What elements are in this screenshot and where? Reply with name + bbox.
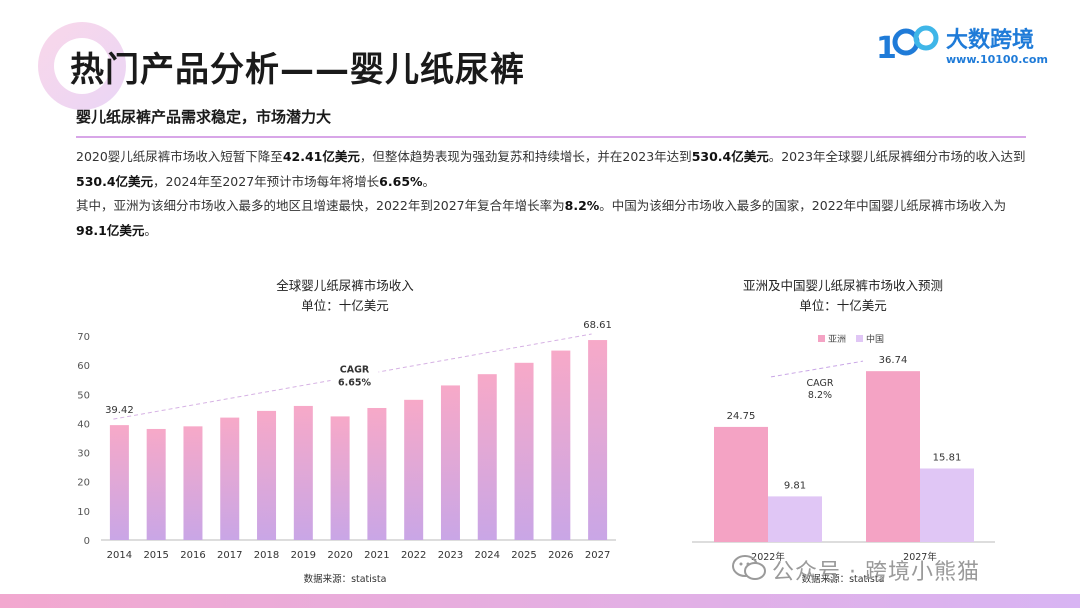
source-note: 数据来源：statista [802,573,885,585]
bar-2022 [404,399,424,540]
cagr-trend-line [113,333,592,420]
paragraph-2: 其中，亚洲为该细分市场收入最多的地区且增速最快，2022年到2027年复合年增长… [76,194,1036,243]
page-title: 热门产品分析——婴儿纸尿裤 [70,50,525,90]
bar-2018 [257,410,277,540]
y-tick-label: 40 [77,419,90,430]
text: 。中国为该细分市场收入最多的国家，2022年中国婴儿纸尿裤市场收入为 [599,198,1007,213]
legend-label: 亚洲 [828,334,846,345]
brand-logo: 1 大数跨境 www.10100.com [876,20,1056,72]
section-subtitle: 婴儿纸尿裤产品需求稳定，市场潜力大 [76,108,332,126]
text: 。2023年全球婴儿纸尿裤细分市场的收入达到 [768,149,1026,164]
cagr-label: CAGR [340,365,370,376]
x-tick-label: 2024 [475,550,500,561]
brand-url: www.10100.com [946,53,1048,66]
highlight: 98.1亿美元 [76,222,145,238]
x-tick-label: 2022年 [751,551,785,563]
data-label: 9.81 [784,480,806,491]
data-label: 24.75 [727,411,756,422]
bar-2026 [551,350,571,540]
title-decoration-inner [54,38,110,94]
chart-title: 全球婴儿纸尿裤市场收入 [276,278,414,293]
text: 2020婴儿纸尿裤市场收入短暂下降至 [76,149,283,164]
x-tick-label: 2017 [217,550,242,561]
x-tick-label: 2026 [548,550,573,561]
legend-swatch [856,335,863,342]
x-tick-label: 2025 [511,550,536,561]
text: 。 [422,173,436,189]
svg-text:1: 1 [876,31,897,66]
text: 其中，亚洲为该细分市场收入最多的地区且增速最快，2022年到2027年复合年增长… [76,198,565,213]
x-tick-label: 2022 [401,550,426,561]
data-label: 15.81 [933,452,962,463]
highlight: 530.4亿美元 [691,149,769,164]
cagr-label-bg [330,360,379,391]
legend-label: 中国 [866,333,884,345]
bar-中国-2027年 [920,468,974,542]
bar-中国-2022年 [768,496,822,542]
cagr-label: CAGR [807,378,834,389]
bar-2020 [330,416,350,540]
x-tick-label: 2021 [364,550,389,561]
bar-2024 [477,374,497,540]
chart-subtitle: 单位：十亿美元 [799,298,887,313]
cagr-value: 6.65% [338,378,371,389]
description: 2020婴儿纸尿裤市场收入短暂下降至42.41亿美元，但整体趋势表现为强劲复苏和… [76,145,1036,243]
legend-swatch [818,335,825,342]
divider [76,136,1026,138]
text: 。 [144,222,157,238]
data-label: 39.42 [105,405,134,416]
y-tick-label: 30 [77,449,90,460]
highlight: 6.65% [379,173,423,189]
bar-2021 [367,407,387,540]
x-tick-label: 2015 [143,550,168,561]
bar-2025 [514,362,534,540]
highlight: 530.4亿美元 [76,173,154,189]
cagr-value: 8.2% [808,390,832,401]
text: ，但整体趋势表现为强劲复苏和持续增长，并在2023年达到 [359,149,692,164]
bar-2016 [183,426,203,540]
x-tick-label: 2027年 [903,551,937,563]
x-tick-label: 2016 [180,550,205,561]
data-label: 68.61 [583,320,612,331]
bar-2017 [220,417,240,540]
y-tick-label: 20 [77,478,90,489]
x-tick-label: 2014 [107,550,132,561]
footer-bar [0,594,1080,608]
bar-亚洲-2027年 [866,371,920,542]
y-tick-label: 70 [77,332,90,343]
text: ，2024年至2027年预计市场每年将增长 [153,173,380,189]
bar-2014 [109,425,129,540]
bar-2019 [293,405,313,540]
bar-2023 [440,385,460,540]
chart-title: 亚洲及中国婴儿纸尿裤市场收入预测 [743,278,943,293]
bar-2027 [588,340,608,540]
x-tick-label: 2019 [291,550,316,561]
y-tick-label: 50 [77,390,90,401]
paragraph-1: 2020婴儿纸尿裤市场收入短暂下降至42.41亿美元，但整体趋势表现为强劲复苏和… [76,145,1036,194]
y-tick-label: 0 [84,536,90,547]
brand-mark-icon: 1 [876,25,939,66]
wechat-icon [732,555,766,580]
highlight: 42.41亿美元 [282,149,360,164]
x-tick-label: 2023 [438,550,463,561]
watermark: 公众号 · 跨境小熊猫 [732,552,1052,585]
source-note: 数据来源：statista [304,573,387,585]
x-tick-label: 2027 [585,550,610,561]
bar-亚洲-2022年 [714,426,768,542]
chart-subtitle: 单位：十亿美元 [301,298,389,313]
bar-2015 [146,428,166,540]
data-label: 36.74 [879,355,908,366]
cagr-trend-line [770,360,864,378]
y-tick-label: 60 [77,361,90,372]
y-tick-label: 10 [77,507,90,518]
x-tick-label: 2018 [254,550,279,561]
x-tick-label: 2020 [327,550,352,561]
highlight: 8.2% [564,198,600,213]
brand-name: 大数跨境 [946,28,1035,53]
watermark-text: 公众号 · 跨境小熊猫 [772,560,980,585]
